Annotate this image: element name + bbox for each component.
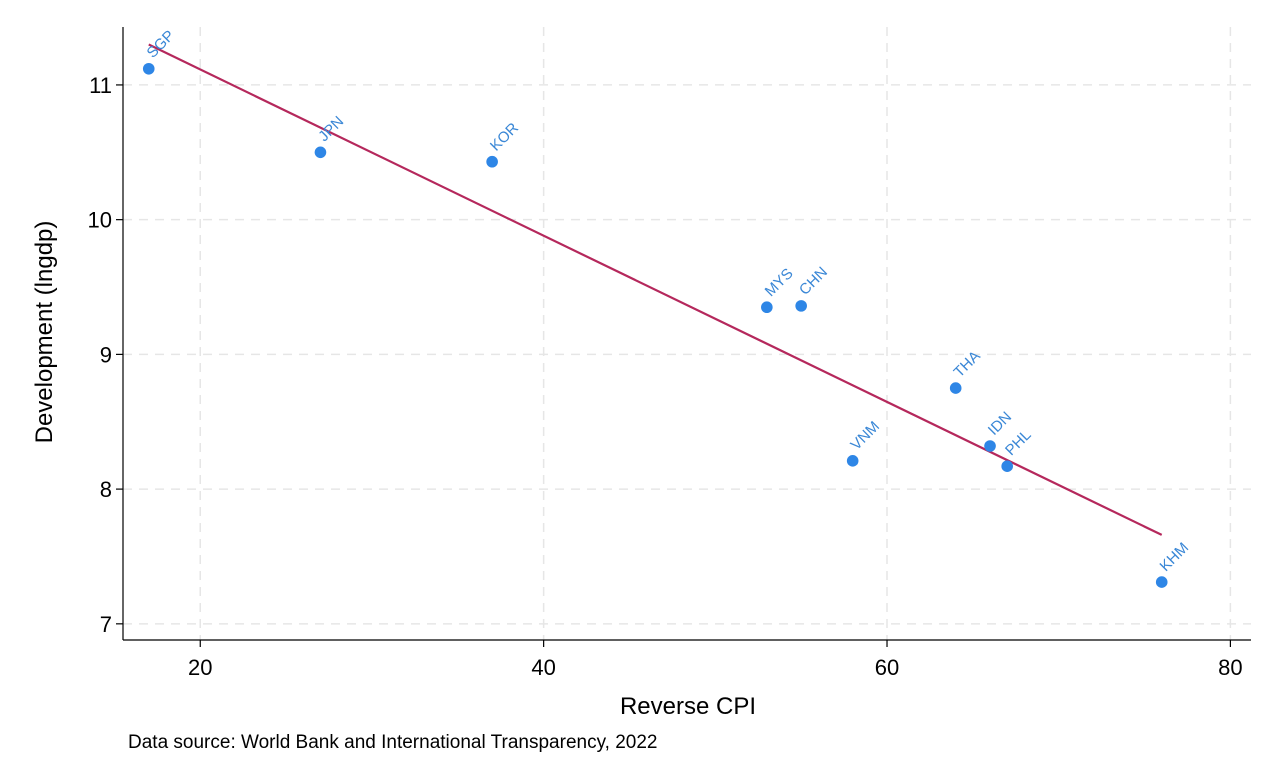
- ticks: 20 40 60 80 7 8 9 10 11: [88, 73, 1243, 680]
- gridlines: [123, 27, 1251, 640]
- data-point-phl: [1001, 460, 1014, 473]
- data-point-jpn: [314, 146, 327, 159]
- x-tick-label: 40: [531, 655, 555, 680]
- data-point-vnm: [846, 455, 859, 467]
- data-point-chn: [795, 300, 807, 312]
- x-tick-label: 60: [875, 655, 899, 680]
- x-tick-label: 80: [1218, 655, 1242, 680]
- data-point-khm: [1155, 576, 1168, 588]
- fit-line-group: [148, 43, 1163, 536]
- data-point-tha: [949, 382, 962, 394]
- y-tick-label: 10: [88, 208, 112, 233]
- y-tick-label: 8: [100, 477, 112, 502]
- y-axis-title: Development (lngdp): [31, 221, 58, 444]
- data-source-note: Data source: World Bank and Internationa…: [128, 732, 658, 753]
- x-axis-title: Reverse CPI: [620, 693, 756, 720]
- data-point-kor: [486, 155, 498, 168]
- y-tick-label: 9: [100, 342, 112, 367]
- y-tick-label: 7: [100, 612, 112, 637]
- data-point-sgp: [142, 62, 155, 75]
- data-points: [142, 62, 1168, 588]
- x-tick-label: 20: [188, 655, 212, 680]
- fit-line: [148, 43, 1163, 536]
- y-tick-label: 11: [89, 73, 112, 98]
- axes: [122, 27, 1251, 641]
- data-point-idn: [984, 440, 996, 452]
- data-point-mys: [761, 301, 773, 314]
